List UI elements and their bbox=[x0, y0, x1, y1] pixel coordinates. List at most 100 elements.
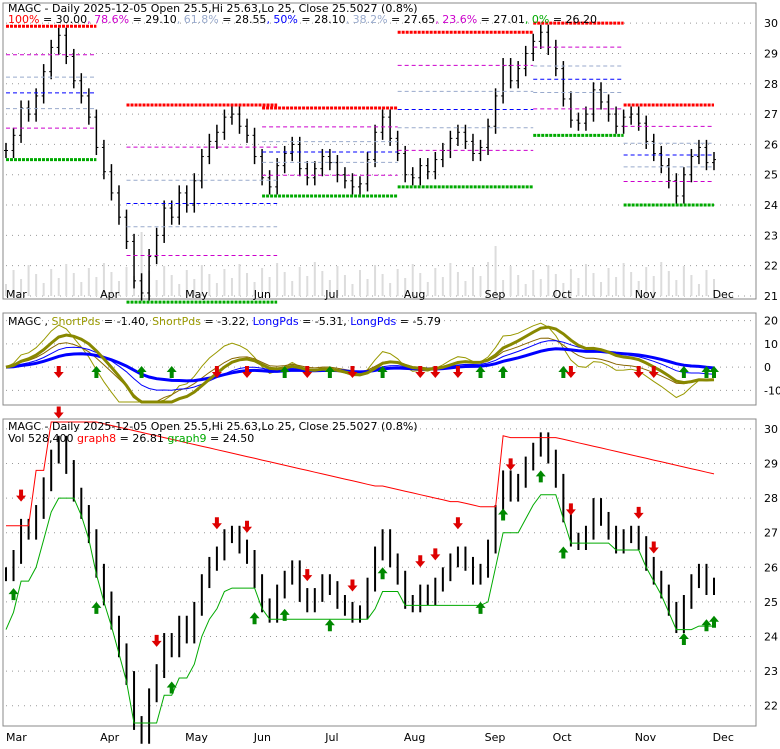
buy-signal-arrow bbox=[8, 588, 19, 601]
stops-series-name: graph8 bbox=[77, 432, 116, 445]
panel3-xtick-label: Aug bbox=[404, 731, 425, 744]
sell-signal-arrow bbox=[648, 541, 659, 554]
panel3-xtick-label: Apr bbox=[100, 731, 120, 744]
buy-signal-arrow bbox=[166, 366, 177, 378]
fib-legend: 100% = 30.00, 78.6% = 29.10, 61.8% = 28.… bbox=[8, 13, 597, 26]
panel3-ytick-label: 23 bbox=[764, 665, 778, 678]
sell-signal-arrow bbox=[505, 458, 516, 471]
panel1-xtick-label: Jun bbox=[253, 288, 271, 301]
legend-separator: , bbox=[246, 315, 253, 328]
volume-label: Vol 528,400 bbox=[8, 432, 73, 445]
sell-signal-arrow bbox=[347, 366, 358, 378]
sell-signal-arrow bbox=[565, 366, 576, 378]
sell-signal-arrow bbox=[242, 366, 253, 378]
sell-signal-arrow bbox=[211, 517, 222, 530]
panel3-title-text: Daily 2025-12-05 Open 25.5,Hi 25.63,Lo 2… bbox=[52, 420, 418, 433]
buy-signal-arrow bbox=[709, 615, 719, 628]
stops-series-name: graph9 bbox=[164, 432, 207, 445]
panel1-xtick-label: Sep bbox=[485, 288, 506, 301]
buy-signal-arrow bbox=[249, 612, 260, 625]
sell-signal-arrow bbox=[347, 579, 358, 592]
fib-legend-value: = 27.01 bbox=[477, 13, 525, 26]
buy-signal-arrow bbox=[558, 366, 569, 378]
buy-signal-arrow bbox=[324, 619, 335, 632]
panel1-xtick-label: May bbox=[185, 288, 208, 301]
graph9-stop-line bbox=[5, 494, 714, 724]
oscillator-series-name: LongPds bbox=[253, 315, 299, 328]
panel1-ticker: MAGC bbox=[8, 2, 41, 15]
panel3-ytick-label: 24 bbox=[764, 631, 778, 644]
sell-signal-arrow bbox=[565, 503, 576, 516]
sell-signal-arrow bbox=[16, 489, 27, 502]
panel3-ytick-label: 30 bbox=[764, 423, 778, 436]
panel3-ytick-label: 27 bbox=[764, 527, 778, 540]
sell-signal-arrow bbox=[53, 406, 64, 419]
legend-separator: , bbox=[45, 315, 52, 328]
buy-signal-arrow bbox=[136, 366, 147, 378]
fib-legend-label: 100% bbox=[8, 13, 39, 26]
panel2-oscillator bbox=[5, 322, 715, 404]
panel3-ytick-label: 29 bbox=[764, 458, 778, 471]
sell-signal-arrow bbox=[302, 569, 313, 582]
sell-signal-arrow bbox=[430, 366, 441, 378]
buy-signal-arrow bbox=[678, 633, 689, 646]
graph8-stop-line bbox=[6, 421, 715, 527]
sell-signal-arrow bbox=[415, 366, 426, 378]
sell-signal-arrow bbox=[302, 366, 313, 378]
fib-legend-label: , 78.6% bbox=[87, 13, 129, 26]
sell-signal-arrow bbox=[648, 366, 659, 378]
oscillator-series-value: = -5.31 bbox=[299, 315, 344, 328]
panel3-price-bars bbox=[5, 421, 715, 744]
buy-signal-arrow bbox=[91, 601, 102, 614]
sell-signal-arrow bbox=[151, 634, 162, 647]
fib-legend-value: = 26.20 bbox=[549, 13, 597, 26]
fib-legend-value: = 27.65 bbox=[388, 13, 436, 26]
fib-legend-value: = 30.00 bbox=[39, 13, 87, 26]
oscillator-series-value: = -1.40 bbox=[100, 315, 145, 328]
panel1-title: MAGC - Daily 2025-12-05 Open 25.5,Hi 25.… bbox=[8, 2, 418, 15]
sell-signal-arrow bbox=[633, 366, 644, 378]
fib-legend-label: , 0% bbox=[525, 13, 549, 26]
panel1-xtick-label: Aug bbox=[404, 288, 425, 301]
panel1-header: MAGC - Daily 2025-12-05 Open 25.5,Hi 25.… bbox=[8, 2, 597, 26]
legend-separator: , bbox=[145, 315, 152, 328]
panel3-xtick-label: Dec bbox=[713, 731, 734, 744]
panel3-frame bbox=[2, 418, 757, 727]
panel2-ytick-label: 0 bbox=[764, 361, 771, 374]
panel1-frame bbox=[2, 2, 757, 300]
panel3-xtick-label: Nov bbox=[635, 731, 657, 744]
panel3-ytick-label: 25 bbox=[764, 596, 778, 609]
panel1-ytick-label: 27 bbox=[764, 108, 778, 121]
fib-legend-label: , 38.2% bbox=[346, 13, 388, 26]
panel1-xtick-label: Oct bbox=[553, 288, 573, 301]
long-pds-line-2 bbox=[5, 347, 715, 383]
buy-signal-arrow bbox=[678, 366, 689, 378]
panel1-price-bars bbox=[4, 24, 716, 301]
panel2-signal-arrows bbox=[53, 366, 719, 378]
sell-signal-arrow bbox=[452, 517, 463, 530]
stops-series-value: = 24.50 bbox=[207, 432, 255, 445]
panel1-xtick-label: Nov bbox=[635, 288, 657, 301]
fib-legend-label: , 50% bbox=[266, 13, 297, 26]
panel1-ytick-label: 24 bbox=[764, 199, 778, 212]
stops-legend: Vol 528,400 graph8 = 26.81 graph9 = 24.5… bbox=[8, 432, 254, 445]
panel1-ytick-label: 22 bbox=[764, 260, 778, 273]
sell-signal-arrow bbox=[211, 366, 222, 378]
legend-separator: , bbox=[343, 315, 350, 328]
axis-layer: 21 22 23 24 25 26 27 28 29 30 20 10 0 -10 22 23 24 25 26 27… bbox=[6, 17, 780, 744]
buy-signal-arrow bbox=[475, 601, 486, 614]
buy-signal-arrow bbox=[324, 366, 335, 378]
panel3-ytick-label: 22 bbox=[764, 700, 778, 713]
panel3-signal-arrows bbox=[8, 406, 719, 694]
buy-signal-arrow bbox=[498, 508, 509, 521]
oscillator-series-name: LongPds bbox=[350, 315, 396, 328]
buy-signal-arrow bbox=[166, 681, 177, 694]
stops-series-value: = 26.81 bbox=[116, 432, 164, 445]
oscillator-series-name: ShortPds bbox=[152, 315, 201, 328]
oscillator-series-name: ShortPds bbox=[52, 315, 101, 328]
panel1-ytick-label: 25 bbox=[764, 169, 778, 182]
panel3-header: MAGC - Daily 2025-12-05 Open 25.5,Hi 25.… bbox=[8, 420, 418, 445]
buy-signal-arrow bbox=[558, 546, 569, 559]
panel3-xtick-label: Jul bbox=[324, 731, 338, 744]
